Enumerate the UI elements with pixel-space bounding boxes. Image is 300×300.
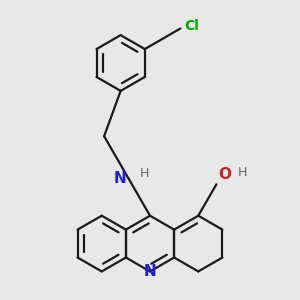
Text: O: O [219,167,232,182]
Text: H: H [140,167,149,180]
Text: Cl: Cl [184,19,199,33]
Text: H: H [237,166,247,179]
Text: N: N [144,264,156,279]
Text: N: N [113,171,126,186]
